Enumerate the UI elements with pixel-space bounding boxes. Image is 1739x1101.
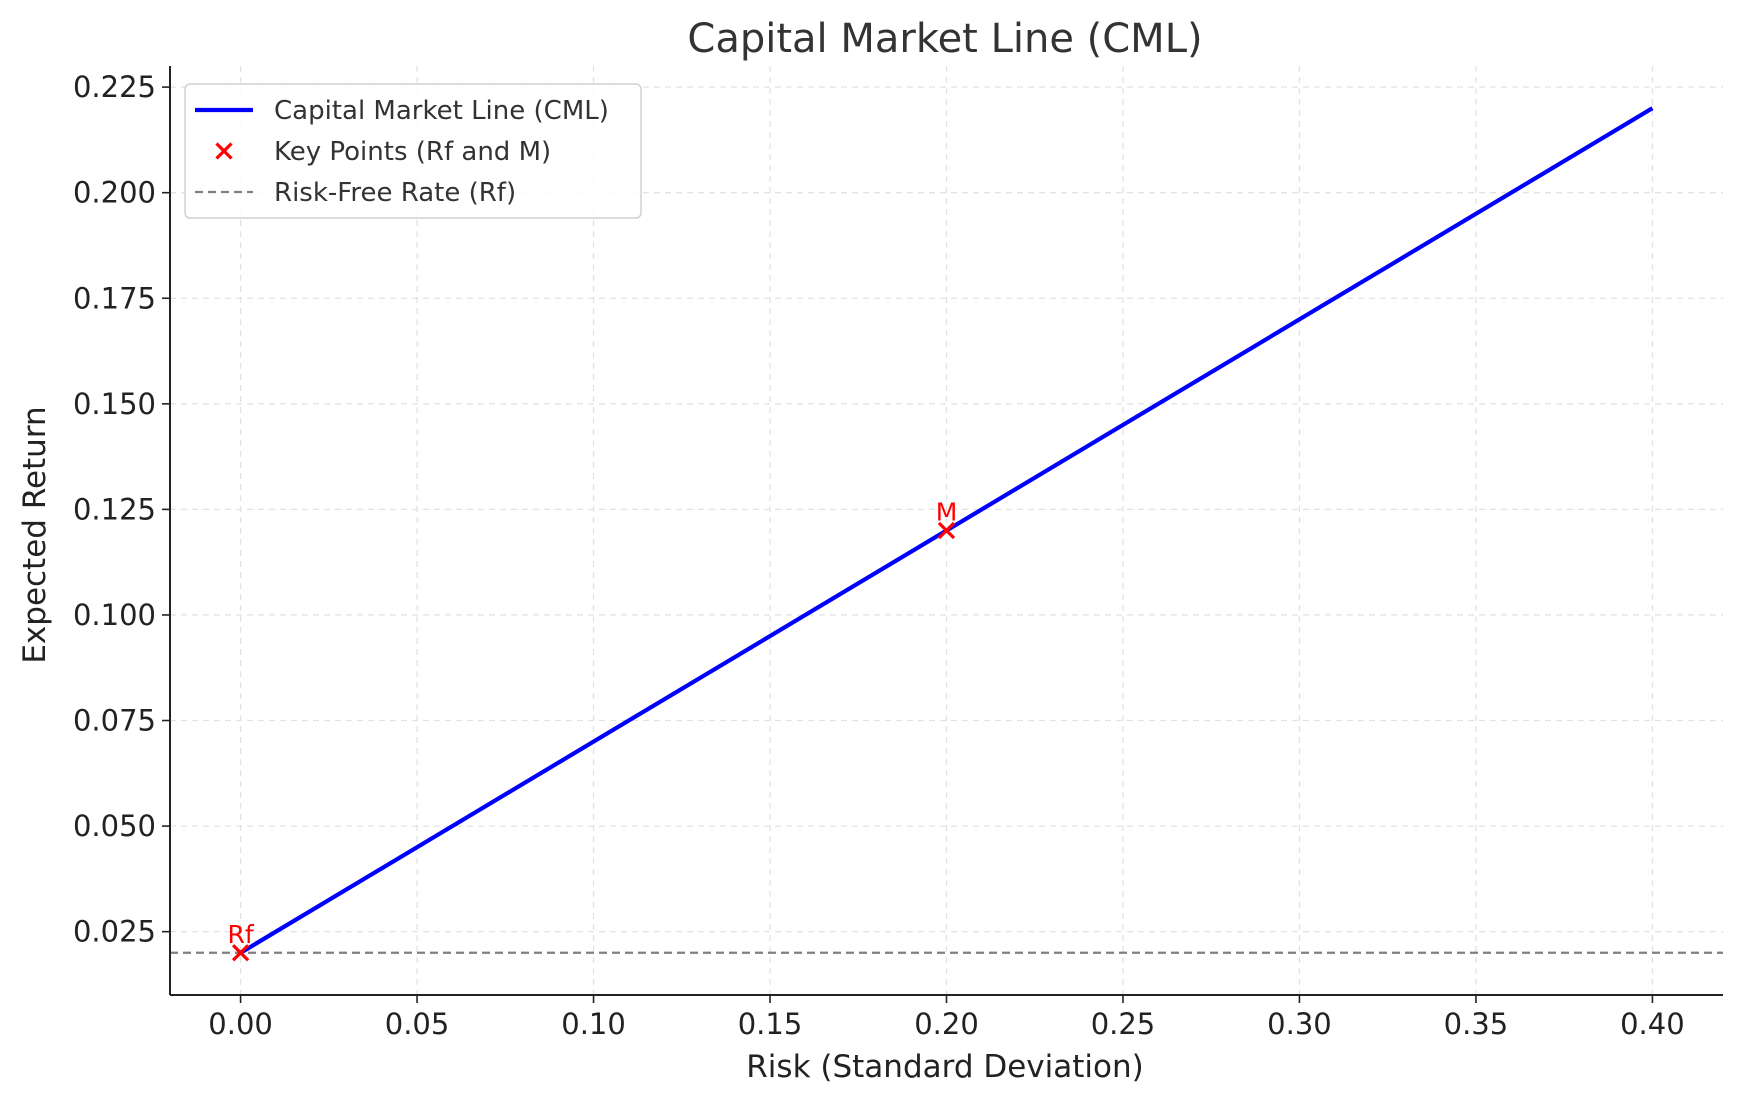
key-point-label: M [936,498,958,527]
x-tick-label: 0.15 [738,1007,803,1041]
legend: Capital Market Line (CML) Key Points (Rf … [184,83,642,219]
key-point-label: Rf [228,920,255,949]
y-axis-label: Expected Return [17,406,53,663]
x-tick-label: 0.10 [561,1007,626,1041]
y-tick-label: 0.100 [73,598,156,632]
legend-entry-label: Risk-Free Rate (Rf) [274,178,516,208]
y-tick-label: 0.125 [73,492,156,526]
x-axis-label: Risk (Standard Deviation) [746,1049,1143,1085]
legend-box [184,83,642,219]
y-tick-label: 0.200 [73,176,156,210]
y-tick-label: 0.075 [73,704,156,738]
x-axis-ticks: 0.00 0.05 0.10 0.15 0.20 0.25 0.30 0.35 0.40 [208,995,1685,1041]
legend-entry-label: Capital Market Line (CML) [274,96,609,126]
x-tick-label: 0.00 [208,1007,273,1041]
legend-entry-label: Key Points (Rf and M) [274,137,551,167]
x-tick-label: 0.20 [914,1007,979,1041]
key-point-rf: Rf [228,920,255,962]
key-point-m: M [936,498,958,540]
x-tick-label: 0.25 [1091,1007,1156,1041]
key-point-markers: Rf M [228,498,958,962]
y-tick-label: 0.150 [73,387,156,421]
x-tick-label: 0.35 [1444,1007,1509,1041]
x-tick-label: 0.05 [385,1007,450,1041]
x-tick-label: 0.40 [1620,1007,1685,1041]
x-marker-stroke [937,521,956,540]
y-tick-label: 0.175 [73,281,156,315]
x-marker-stroke [231,944,250,962]
y-tick-label: 0.050 [73,809,156,843]
y-axis-ticks: 0.025 0.050 0.075 0.100 0.125 0.150 0.175 0.200… [73,70,170,949]
chart-title: Capital Market Line (CML) [687,16,1202,62]
legend-marker-swatch [215,142,233,160]
x-tick-label: 0.30 [1267,1007,1332,1041]
y-tick-label: 0.225 [73,70,156,104]
y-tick-label: 0.025 [73,915,156,949]
